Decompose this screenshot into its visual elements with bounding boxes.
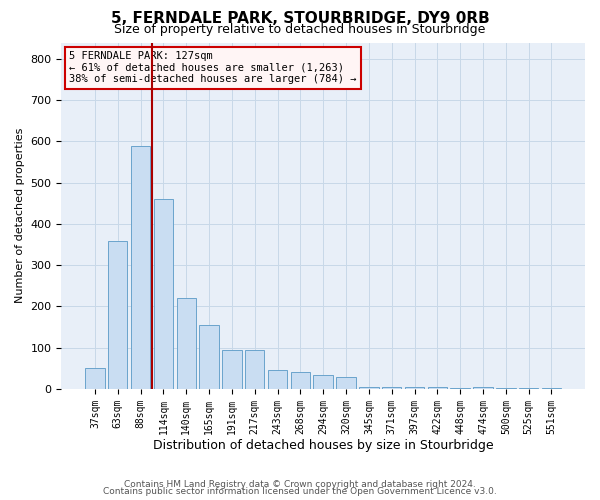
Bar — [337, 376, 356, 389]
Bar — [451, 388, 470, 389]
Text: Contains HM Land Registry data © Crown copyright and database right 2024.: Contains HM Land Registry data © Crown c… — [124, 480, 476, 489]
Bar — [268, 370, 287, 389]
Text: Size of property relative to detached houses in Stourbridge: Size of property relative to detached ho… — [115, 22, 485, 36]
Bar — [428, 388, 447, 389]
Bar — [382, 387, 401, 389]
Bar — [199, 325, 219, 389]
Bar — [405, 387, 424, 389]
Bar — [176, 298, 196, 389]
Text: 5 FERNDALE PARK: 127sqm
← 61% of detached houses are smaller (1,263)
38% of semi: 5 FERNDALE PARK: 127sqm ← 61% of detache… — [69, 51, 357, 84]
X-axis label: Distribution of detached houses by size in Stourbridge: Distribution of detached houses by size … — [153, 440, 494, 452]
Bar — [245, 350, 265, 389]
Bar — [222, 350, 242, 389]
Bar — [359, 387, 379, 389]
Text: 5, FERNDALE PARK, STOURBRIDGE, DY9 0RB: 5, FERNDALE PARK, STOURBRIDGE, DY9 0RB — [110, 11, 490, 26]
Bar — [290, 372, 310, 389]
Bar — [108, 242, 127, 389]
Bar — [519, 388, 538, 389]
Bar — [131, 146, 150, 389]
Bar — [85, 368, 104, 389]
Text: Contains public sector information licensed under the Open Government Licence v3: Contains public sector information licen… — [103, 488, 497, 496]
Y-axis label: Number of detached properties: Number of detached properties — [15, 128, 25, 304]
Bar — [542, 388, 561, 389]
Bar — [473, 387, 493, 389]
Bar — [154, 199, 173, 389]
Bar — [313, 374, 333, 389]
Bar — [496, 388, 515, 389]
